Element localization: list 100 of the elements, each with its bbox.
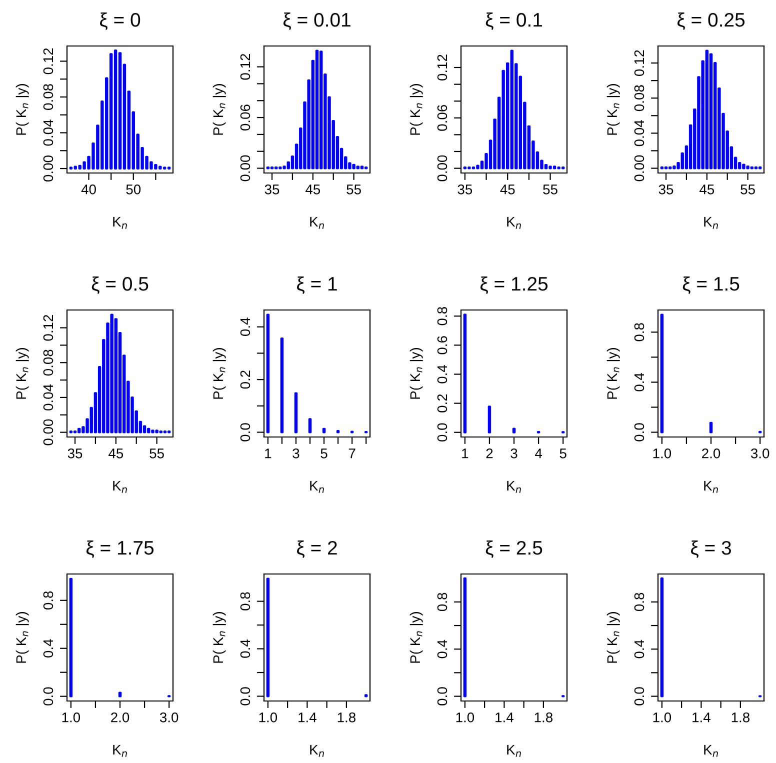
y-tick-label: 0.0 [437,423,448,442]
x-tick-label: 1.0 [62,712,80,722]
x-tick-label: 55 [740,184,755,194]
y-tick-label: 0.6 [437,336,448,354]
x-tick-label: 1.0 [456,712,474,722]
y-tick-label: 0.06 [240,104,250,131]
x-axis-title: K$_{n}$ [113,744,127,757]
x-tick-label: 35 [458,184,472,194]
y-tick-label: 0.00 [437,155,448,182]
y-tick-label: 0.04 [634,120,644,146]
y-tick-label: 0.0 [43,687,54,706]
y-tick-label: 0.4 [437,640,448,658]
x-tick-label: 50 [126,184,141,194]
x-tick-label: 45 [700,184,714,194]
y-tick-label: 0.00 [634,155,644,182]
x-tick-label: 3.0 [160,712,178,722]
x-tick-label: 7 [348,448,356,458]
y-tick-label: 0.4 [240,640,250,658]
x-tick-label: 1.0 [653,448,672,458]
x-axis-title: K$_{n}$ [310,216,324,229]
x-tick-label: 1.0 [653,712,672,722]
chart-title: ξ = 3 [690,540,731,558]
x-axis-title: K$_{n}$ [704,744,718,757]
x-tick-label: 55 [346,184,361,194]
x-tick-label: 1.4 [496,712,514,722]
x-tick-label: 35 [68,448,82,458]
y-tick-label: 0.8 [240,592,250,610]
x-tick-label: 1 [265,448,272,458]
y-axis-title: P( K$_{n}$ |y) [16,84,29,135]
chart-title: ξ = 0.01 [283,12,350,30]
y-tick-label: 0.12 [43,314,54,341]
y-axis-title: P( K$_{n}$ |y) [212,612,226,663]
y-tick-label: 0.08 [634,85,644,112]
y-axis-title: P( K$_{n}$ |y) [606,612,620,663]
x-tick-label: 2.0 [702,448,720,458]
x-tick-label: 1.8 [534,712,552,722]
y-tick-label: 0.0 [240,687,250,706]
y-tick-label: 0.8 [43,591,54,610]
x-tick-label: 1.8 [732,712,750,722]
y-tick-label: 0.06 [437,104,448,131]
chart-title: ξ = 0 [100,12,140,30]
y-tick-label: 0.8 [634,592,644,612]
y-tick-label: 0.8 [437,307,448,326]
x-tick-label: 1.4 [692,712,710,722]
x-tick-label: 5 [320,448,328,458]
y-axis-title: P( K$_{n}$ |y) [410,84,423,135]
y-tick-label: 0.0 [634,687,644,706]
x-tick-label: 45 [500,184,515,194]
y-tick-label: 0.4 [634,640,644,658]
y-tick-label: 0.12 [43,48,54,74]
y-axis-title: P( K$_{n}$ |y) [212,84,226,135]
y-tick-label: 0.00 [43,419,54,446]
y-tick-label: 0.2 [240,370,250,389]
y-tick-label: 0.04 [43,120,54,146]
y-axis-title: P( K$_{n}$ |y) [16,612,29,663]
x-tick-label: 55 [150,448,164,458]
chart-title: ξ = 1 [296,276,337,294]
y-tick-label: 0.8 [634,323,644,342]
x-axis-title: K$_{n}$ [507,216,521,229]
x-tick-label: 3 [292,448,300,458]
y-tick-label: 0.4 [634,372,644,392]
y-axis-title: P( K$_{n}$ |y) [606,84,620,135]
chart-title: ξ = 0.5 [92,276,148,294]
y-tick-label: 0.4 [437,364,448,384]
chart-title: ξ = 0.1 [486,12,542,30]
chart-title: ξ = 2 [296,540,337,558]
y-axis-title: P( K$_{n}$ |y) [410,348,423,399]
x-tick-label: 1.4 [298,712,316,722]
y-tick-label: 0.00 [240,155,250,182]
x-axis-title: K$_{n}$ [507,744,521,757]
x-axis-title: K$_{n}$ [704,216,718,229]
chart-title: ξ = 0.25 [677,12,745,30]
x-tick-label: 1 [462,448,468,458]
x-tick-label: 55 [543,184,558,194]
x-tick-label: 35 [658,184,674,194]
y-tick-label: 0.08 [43,350,54,376]
x-axis-title: K$_{n}$ [507,480,521,493]
x-tick-label: 1.0 [259,712,278,722]
chart-title: ξ = 1.25 [480,276,548,294]
y-tick-label: 0.12 [634,50,644,76]
y-tick-label: 0.04 [43,384,54,410]
x-axis-title: K$_{n}$ [310,744,324,757]
x-tick-label: 5 [560,448,566,458]
x-axis-title: K$_{n}$ [113,480,127,493]
y-axis-title: P( K$_{n}$ |y) [212,348,226,399]
x-tick-label: 3 [510,448,518,458]
x-tick-label: 3.0 [750,448,770,458]
x-tick-label: 35 [264,184,280,194]
y-tick-label: 0.12 [240,54,250,80]
y-tick-label: 0.0 [634,423,644,442]
x-axis-title: K$_{n}$ [310,480,324,493]
x-tick-label: 2.0 [111,712,130,722]
y-tick-label: 0.0 [240,423,250,442]
y-tick-label: 0.2 [437,394,448,412]
x-tick-label: 4 [534,448,542,458]
y-tick-label: 0.12 [437,54,448,80]
x-tick-label: 1.8 [338,712,356,722]
y-tick-label: 0.08 [43,84,54,110]
chart-title: ξ = 1.75 [86,540,154,558]
y-tick-label: 0.0 [437,687,448,706]
